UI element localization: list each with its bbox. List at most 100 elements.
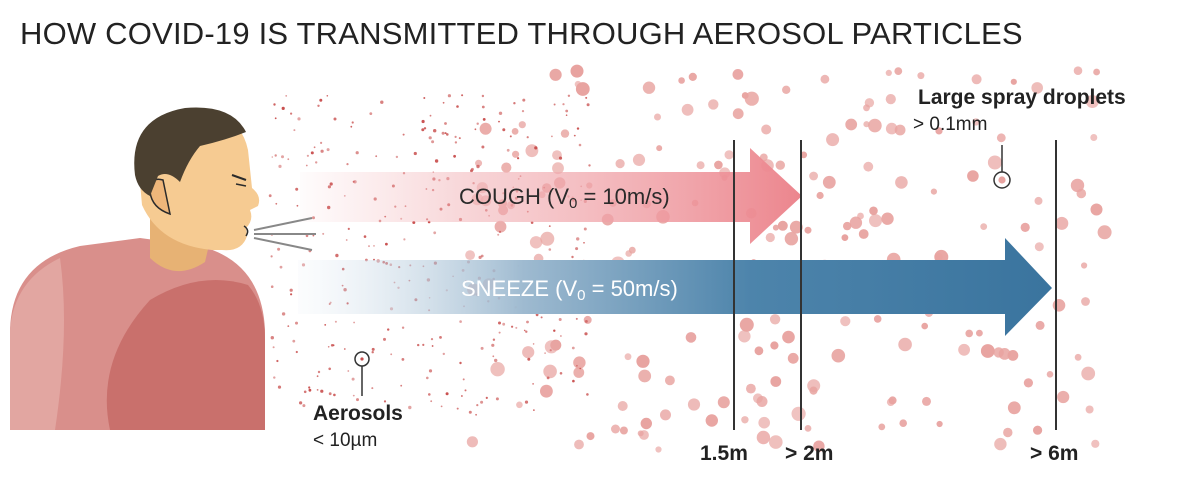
aerosol-dot <box>575 317 578 320</box>
droplet <box>857 212 864 220</box>
distance-label-2m: > 2m <box>785 442 834 465</box>
cough-label-value: = 10m/s) <box>583 184 670 209</box>
large-droplet-marker <box>993 145 1011 189</box>
aerosol-dot <box>578 143 582 147</box>
aerosol-dot <box>495 397 499 401</box>
droplet <box>642 81 656 94</box>
aerosol-dot <box>527 357 531 361</box>
droplet <box>935 127 943 135</box>
droplet <box>849 216 863 229</box>
droplet <box>639 430 649 440</box>
cough-label: COUGH (V0 = 10m/s) <box>459 184 670 212</box>
droplet <box>549 68 562 81</box>
droplet <box>894 124 906 136</box>
droplet <box>777 220 788 231</box>
aerosol-dot <box>272 346 275 349</box>
aerosol-dot <box>320 389 324 393</box>
droplet <box>494 220 507 233</box>
aerosol-dot <box>385 242 388 246</box>
aerosol-dot <box>553 329 556 332</box>
droplet <box>758 416 770 429</box>
droplet <box>809 386 818 395</box>
aerosol-dot <box>571 255 574 259</box>
large-droplets-size: > 0.1mm <box>913 114 988 135</box>
aerosol-dot <box>546 376 550 380</box>
droplet <box>540 231 555 246</box>
aerosol-dot <box>476 164 480 169</box>
droplet <box>611 424 620 434</box>
droplet <box>574 439 584 450</box>
droplet <box>770 341 779 350</box>
aerosol-dot <box>333 393 336 397</box>
droplet <box>1003 427 1013 438</box>
aerosol-dot <box>343 348 346 350</box>
droplet <box>1090 134 1098 141</box>
droplet <box>552 162 564 175</box>
aerosol-dot <box>326 148 330 152</box>
droplet <box>632 153 646 166</box>
droplet <box>654 113 661 121</box>
aerosol-dot <box>275 202 278 205</box>
droplet <box>619 426 628 435</box>
aerosol-dot <box>292 339 296 343</box>
sneeze-label-prefix: SNEEZE (V <box>461 276 578 301</box>
aerosol-dot <box>480 400 484 404</box>
aerosol-dot <box>387 328 390 331</box>
aerosol-dot <box>510 325 514 328</box>
aerosol-dot <box>461 395 463 397</box>
aerosol-dot <box>540 316 543 319</box>
droplet <box>708 99 719 110</box>
droplet <box>782 85 791 95</box>
aerosol-dot <box>456 407 459 410</box>
aerosol-dot <box>517 157 520 160</box>
aerosol-dot <box>295 321 298 325</box>
droplet <box>765 232 775 243</box>
aerosol-dot <box>560 335 562 337</box>
aerosol-dot <box>430 400 433 403</box>
aerosol-dot <box>371 387 374 390</box>
droplet <box>466 436 478 448</box>
droplet <box>660 409 671 421</box>
droplet <box>754 346 764 356</box>
aerosol-dot <box>315 161 318 164</box>
droplet <box>804 226 812 234</box>
droplet <box>782 330 795 344</box>
droplet <box>741 416 749 424</box>
aerosol-dot <box>310 151 314 155</box>
aerosol-dot <box>526 136 529 139</box>
droplet <box>845 118 858 131</box>
page-title: HOW COVID-19 IS TRANSMITTED THROUGH AERO… <box>20 16 1023 51</box>
droplet <box>869 214 882 228</box>
aerosol-dot <box>439 336 442 339</box>
droplet <box>490 362 505 377</box>
aerosol-dot <box>509 135 512 138</box>
aerosol-dot <box>491 343 495 347</box>
aerosol-dot <box>276 359 279 363</box>
aerosol-dot <box>351 121 354 124</box>
aerosol-dot <box>494 358 498 363</box>
mouth <box>243 225 249 237</box>
droplet <box>1034 242 1044 252</box>
aerosol-dot <box>515 326 518 329</box>
droplet <box>687 398 701 411</box>
aerosol-dot <box>506 148 510 152</box>
droplet <box>772 224 779 231</box>
aerosol-dot <box>453 154 456 158</box>
aerosol-dot <box>430 338 434 341</box>
aerosol-dot <box>565 109 569 113</box>
aerosol-dot <box>401 326 405 329</box>
aerosol-dot <box>481 145 485 149</box>
droplet <box>615 159 625 169</box>
aerosols-size: < 10µm <box>313 430 378 451</box>
aerosol-dot <box>368 245 370 248</box>
aerosol-dot <box>442 352 445 356</box>
droplet <box>1046 371 1054 378</box>
droplet <box>980 344 995 358</box>
droplet <box>804 425 812 432</box>
aerosol-dot <box>433 129 437 133</box>
distance-label-1-5m: 1.5m <box>700 442 748 465</box>
droplet <box>1023 378 1033 388</box>
aerosol-dot <box>290 112 293 115</box>
droplet <box>987 155 1002 170</box>
aerosol-dot <box>478 255 482 259</box>
